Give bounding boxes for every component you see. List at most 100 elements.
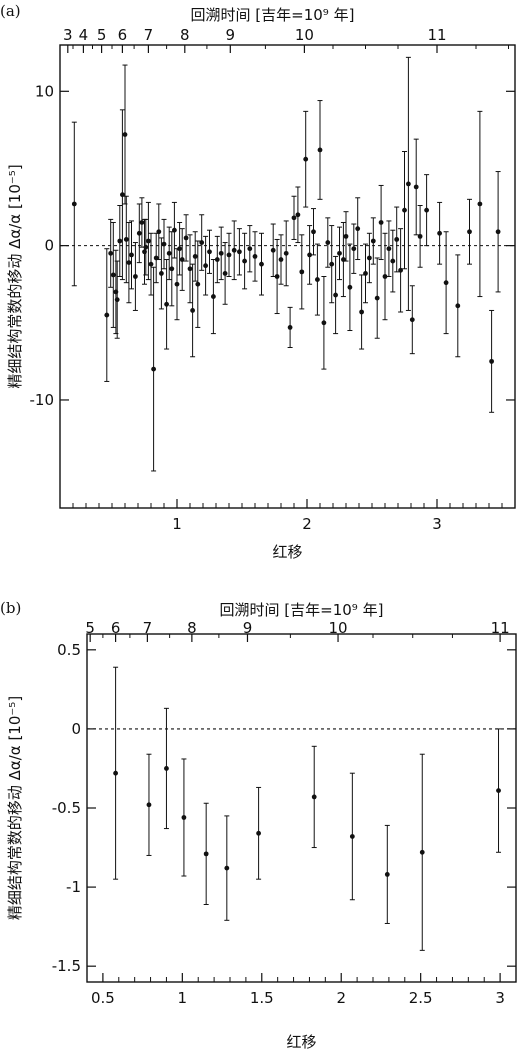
data-marker (169, 266, 175, 272)
data-point (413, 138, 419, 236)
top-tick-label: 11 (491, 619, 510, 637)
data-point (214, 235, 220, 284)
data-point (203, 235, 209, 296)
data-marker (274, 274, 280, 279)
data-marker (114, 297, 120, 303)
data-point (295, 186, 301, 244)
data-marker (311, 794, 317, 800)
data-point (110, 221, 116, 328)
data-marker (222, 271, 228, 276)
data-marker (207, 249, 212, 255)
data-marker (146, 802, 152, 808)
data-point (307, 225, 313, 285)
data-point (108, 218, 114, 288)
data-marker (242, 258, 248, 264)
data-marker (129, 252, 134, 258)
top-axis-title: 回溯时间 [吉年=10⁹ 年] (191, 6, 355, 24)
top-tick-label: 7 (144, 26, 154, 44)
data-marker (347, 284, 353, 290)
x-tick-label: 1.5 (250, 989, 274, 1007)
data-marker (214, 257, 220, 262)
data-point (409, 285, 415, 355)
top-tick-label: 3 (63, 26, 73, 44)
data-marker (409, 317, 415, 323)
data-marker (417, 233, 423, 239)
data-marker (237, 249, 242, 255)
data-marker (386, 246, 392, 252)
data-point (71, 121, 77, 287)
data-point (259, 232, 264, 296)
panel-label: (b) (0, 599, 21, 617)
y-tick-label: 0 (71, 720, 81, 738)
y-tick-label: -10 (30, 391, 55, 409)
data-point (337, 226, 342, 281)
data-point (129, 220, 134, 290)
data-marker (329, 261, 335, 267)
top-axis-title: 回溯时间 [吉年=10⁹ 年] (220, 601, 384, 619)
data-marker (378, 220, 384, 225)
data-marker (159, 271, 164, 276)
data-marker (287, 325, 293, 330)
data-point (126, 221, 132, 304)
top-tick-label: 8 (180, 26, 190, 44)
data-point (366, 232, 372, 284)
top-tick-label: 10 (328, 619, 347, 637)
data-marker (203, 263, 209, 269)
data-point (236, 228, 242, 276)
data-point (402, 150, 407, 270)
x-tick-label: 3 (495, 989, 505, 1007)
data-point (270, 223, 276, 277)
top-tick-label: 8 (187, 619, 197, 637)
data-marker (343, 233, 349, 239)
data-point (226, 232, 232, 277)
data-point (394, 206, 400, 273)
data-point (164, 259, 170, 350)
data-point (199, 214, 205, 271)
data-point (119, 109, 125, 281)
data-marker (231, 247, 237, 253)
data-marker (247, 246, 253, 252)
data-marker (190, 308, 196, 313)
data-point (443, 231, 449, 335)
data-marker (495, 229, 501, 235)
data-point (190, 263, 196, 358)
data-marker (226, 252, 232, 258)
data-point (104, 248, 110, 382)
chart-panel-2: (b) 回溯时间 [吉年=10⁹ 年] 0.5 1 1.5 2 2.5 3 5 6 7 8 9 10 11 0… (0, 599, 517, 1051)
data-point (222, 242, 228, 305)
y-tick-label: -1 (66, 878, 81, 896)
data-marker (224, 865, 230, 871)
data-point (311, 208, 316, 256)
data-marker (139, 220, 145, 225)
data-point (158, 237, 164, 310)
top-tick-label: 5 (85, 619, 95, 637)
data-marker (398, 267, 403, 273)
panel-label: (a) (0, 2, 21, 20)
chart-panel-1: (a) 回溯时间 [吉年=10⁹ 年]1 2 33 4 5 6 7 8 9 10 11-10010红移… (0, 2, 516, 561)
data-point (210, 259, 216, 335)
data-marker (367, 255, 372, 261)
data-point (143, 218, 149, 276)
top-tick-label: 10 (295, 26, 314, 44)
data-marker (394, 237, 400, 242)
data-point (148, 232, 154, 296)
data-point (325, 217, 331, 268)
data-point (329, 225, 335, 304)
data-marker (295, 212, 301, 218)
data-point (151, 266, 157, 472)
data-marker (113, 770, 118, 776)
data-marker (325, 240, 331, 245)
data-marker (317, 147, 323, 153)
data-marker (256, 830, 261, 836)
data-marker (406, 181, 411, 187)
y-tick-label: 10 (35, 82, 54, 100)
data-point (117, 205, 123, 277)
data-marker (443, 280, 449, 286)
top-tick-label: 7 (143, 619, 153, 637)
data-marker (496, 788, 501, 793)
x-tick-label: 3 (432, 515, 442, 533)
x-tick-label: 1 (178, 989, 188, 1007)
data-marker (315, 277, 320, 282)
data-point (218, 226, 224, 281)
